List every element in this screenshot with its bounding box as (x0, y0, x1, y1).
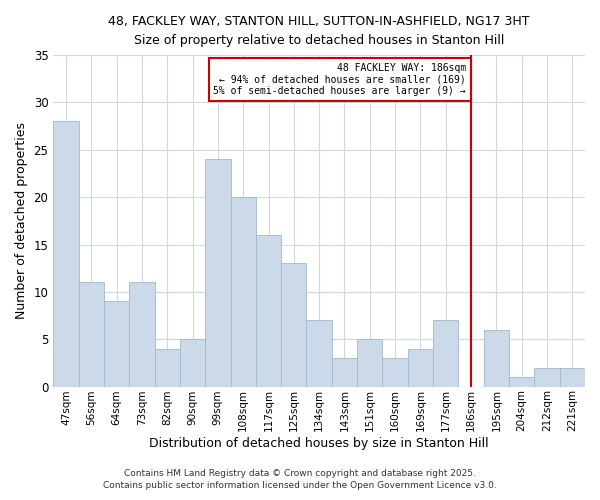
X-axis label: Distribution of detached houses by size in Stanton Hill: Distribution of detached houses by size … (149, 437, 489, 450)
Bar (53, 122, 79, 386)
Y-axis label: Number of detached properties: Number of detached properties (15, 122, 28, 320)
Bar (332, 358, 357, 386)
Text: 48 FACKLEY WAY: 186sqm
← 94% of detached houses are smaller (169)
5% of semi-det: 48 FACKLEY WAY: 186sqm ← 94% of detached… (214, 62, 466, 96)
Bar (104, 302, 129, 386)
Bar (408, 348, 433, 387)
Bar (357, 339, 382, 386)
Bar (230, 197, 256, 386)
Bar (535, 368, 560, 386)
Bar (205, 160, 230, 386)
Bar (79, 282, 104, 387)
Bar (382, 358, 408, 386)
Bar (256, 235, 281, 386)
Bar (180, 339, 205, 386)
Bar (484, 330, 509, 386)
Bar (155, 348, 180, 387)
Title: 48, FACKLEY WAY, STANTON HILL, SUTTON-IN-ASHFIELD, NG17 3HT
Size of property rel: 48, FACKLEY WAY, STANTON HILL, SUTTON-IN… (109, 15, 530, 47)
Bar (129, 282, 155, 387)
Bar (560, 368, 585, 386)
Text: Contains HM Land Registry data © Crown copyright and database right 2025.
Contai: Contains HM Land Registry data © Crown c… (103, 468, 497, 490)
Bar (433, 320, 458, 386)
Bar (281, 264, 307, 386)
Bar (307, 320, 332, 386)
Bar (509, 377, 535, 386)
